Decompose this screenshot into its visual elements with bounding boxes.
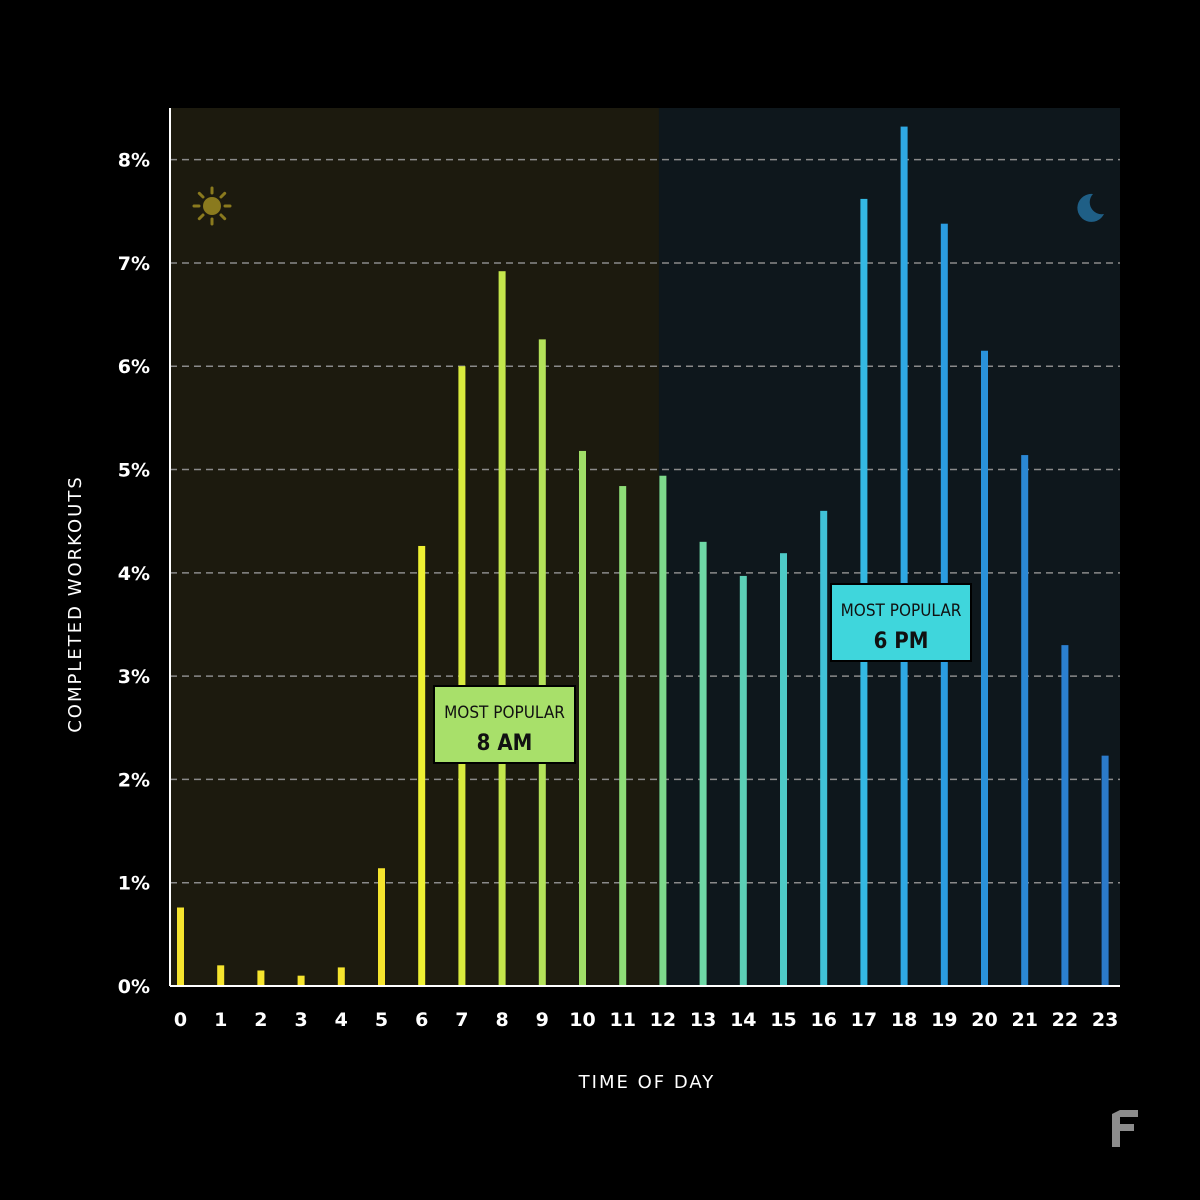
x-tick-label: 11 [609,1009,635,1031]
bar-hour-9 [538,339,546,987]
y-tick-label: 5% [118,460,150,482]
y-tick-label: 3% [118,666,150,688]
y-tick-label: 8% [118,150,150,172]
callout-am-line2: 8 AM [477,731,533,756]
x-tick-label: 8 [495,1009,508,1031]
x-tick-label: 5 [375,1009,388,1031]
bar-hour-18 [900,126,908,986]
x-tick-label: 16 [810,1009,836,1031]
x-tick-label: 21 [1011,1009,1037,1031]
x-tick-label: 4 [335,1009,348,1031]
callout-pm-line2: 6 PM [874,629,929,654]
axes [169,108,1120,987]
evening-region [658,108,1120,986]
y-tick-label: 0% [118,976,150,998]
y-tick-label: 1% [118,873,150,895]
x-tick-label: 19 [931,1009,957,1031]
bar-hour-20 [981,350,988,986]
morning-region [170,108,660,986]
x-tick-label: 2 [254,1009,267,1031]
callout-am-line1: MOST POPULAR [444,703,565,723]
x-tick-label: 13 [690,1009,716,1031]
x-tick-label: 17 [851,1009,877,1031]
y-tick-label: 4% [118,563,150,585]
x-tick-label: 22 [1052,1009,1078,1031]
x-tick-label: 0 [174,1009,187,1031]
x-tick-label: 12 [650,1009,676,1031]
callout-most-popular-pm: MOST POPULAR 6 PM [830,583,972,662]
bar-hour-4 [337,967,345,986]
bar-hour-22 [1061,645,1069,986]
x-tick-label: 1 [214,1009,227,1031]
callout-most-popular-am: MOST POPULAR 8 AM [433,685,576,764]
y-tick-labels: 0% 1% 2% 3% 4% 5% 6% 7% 8% [118,150,150,998]
x-tick-labels: 0 1 2 3 4 5 6 7 8 9 10 11 12 13 14 15 16 17 18 19 20 21 22 23 [174,1009,1118,1031]
x-tick-label: 15 [770,1009,796,1031]
callout-pm-line1: MOST POPULAR [841,601,962,621]
x-tick-label: 7 [455,1009,468,1031]
y-tick-label: 6% [118,356,150,378]
x-tick-label: 23 [1092,1009,1118,1031]
x-tick-label: 14 [730,1009,756,1031]
bar-hour-3 [297,975,305,986]
y-axis-title: COMPLETED WORKOUTS [65,475,86,733]
sun-icon [192,186,232,226]
bar-hour-11 [619,486,627,986]
x-tick-label: 6 [415,1009,428,1031]
y-tick-label: 7% [118,253,150,275]
background-regions [170,108,1120,986]
bar-hour-8 [498,271,506,986]
x-tick-label: 20 [971,1009,997,1031]
bar-hour-10 [579,450,586,986]
x-axis-title: TIME OF DAY [578,1072,716,1093]
bar-hour-0 [177,907,184,986]
x-tick-label: 10 [569,1009,595,1031]
moon-icon [1077,193,1104,222]
bar-hour-2 [257,970,265,986]
logo-icon [1112,1110,1138,1147]
bar-hour-21 [1021,455,1029,986]
x-tick-label: 18 [891,1009,917,1031]
bar-hour-6 [418,545,426,986]
gridlines [170,158,1120,884]
bar-hour-15 [780,553,787,986]
y-tick-label: 2% [118,769,150,791]
bar-hour-7 [458,366,466,986]
bar-hour-1 [217,965,225,986]
bar-hour-14 [739,575,747,986]
bar-hour-12 [659,475,667,986]
x-tick-label: 3 [294,1009,307,1031]
bar-hour-13 [699,541,707,986]
x-tick-label: 9 [536,1009,549,1031]
bar-hour-23 [1101,755,1109,986]
bar-hour-5 [378,868,385,986]
bar-hour-16 [820,510,828,986]
